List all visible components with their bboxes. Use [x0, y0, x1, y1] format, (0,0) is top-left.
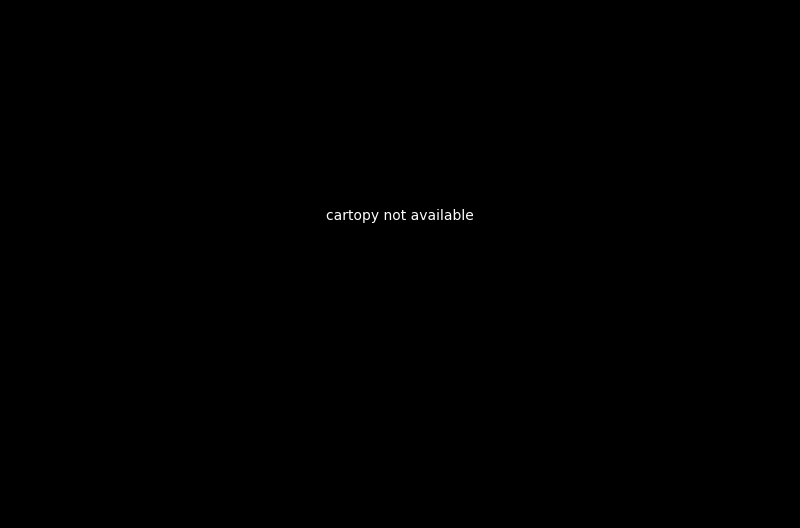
Text: cartopy not available: cartopy not available	[326, 210, 474, 223]
